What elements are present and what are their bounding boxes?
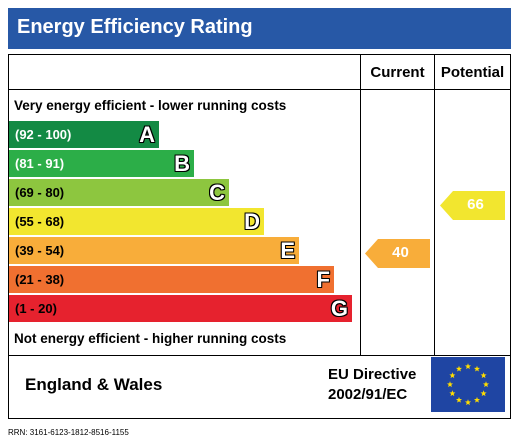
eu-flag-icon [431, 357, 505, 412]
band-letter: C [209, 180, 225, 205]
star-icon [455, 365, 463, 372]
star-icon [480, 390, 487, 397]
header-divider [9, 89, 510, 90]
band-f: (21 - 38) F [9, 266, 334, 293]
current-rating-arrow: 40 [365, 239, 430, 268]
eu-stars [446, 363, 490, 406]
band-range-label: (81 - 91) [15, 156, 65, 171]
band-d: (55 - 68) D [9, 208, 264, 235]
band-range-label: (55 - 68) [15, 214, 65, 229]
header-bar: Energy Efficiency Rating [8, 8, 511, 49]
potential-rating-value: 66 [467, 196, 484, 213]
current-column-header: Current [370, 64, 425, 81]
potential-column-header: Potential [440, 64, 505, 81]
band-letter: F [316, 267, 330, 292]
star-icon [455, 396, 463, 403]
column-divider [434, 55, 435, 355]
band-range-label: (1 - 20) [15, 301, 57, 316]
band-range-label: (39 - 54) [15, 243, 65, 258]
star-icon [473, 396, 481, 403]
star-icon [464, 399, 472, 406]
star-icon [482, 381, 490, 388]
footer-divider [9, 355, 510, 356]
band-e: (39 - 54) E [9, 237, 299, 264]
band-b: (81 - 91) B [9, 150, 194, 177]
eu-directive: EU Directive 2002/91/EC [328, 365, 416, 405]
band-letter: A [139, 122, 155, 147]
band-a: (92 - 100) A [9, 121, 159, 148]
band-c: (69 - 80) C [9, 179, 229, 206]
directive-line-2: 2002/91/EC [328, 386, 408, 403]
star-icon [446, 381, 454, 388]
band-letter: E [280, 238, 295, 263]
potential-rating-arrow: 66 [440, 191, 505, 220]
region-label: England & Wales [25, 375, 163, 394]
band-letter: G [330, 296, 348, 321]
star-icon [449, 390, 456, 397]
arrow-shape [440, 191, 505, 220]
directive-line-1: EU Directive [328, 366, 417, 383]
scale-top-text: Very energy efficient - lower running co… [14, 98, 287, 113]
star-icon [473, 365, 481, 372]
arrow-shape [365, 239, 430, 268]
band-range-label: (69 - 80) [15, 185, 65, 200]
band-range-label: (92 - 100) [15, 127, 72, 142]
star-icon [464, 363, 472, 370]
scale-bottom-text: Not energy efficient - higher running co… [14, 331, 287, 346]
rrn-text: RRN: 3161-6123-1812-8516-1155 [8, 428, 129, 437]
page-title: Energy Efficiency Rating [17, 16, 253, 38]
star-icon [480, 372, 487, 379]
star-icon [449, 372, 456, 379]
band-range-label: (21 - 38) [15, 272, 65, 287]
band-letter: B [174, 151, 190, 176]
band-letter: D [244, 209, 260, 234]
current-rating-value: 40 [392, 244, 409, 261]
rating-table: Current Potential Very energy efficient … [8, 54, 511, 419]
column-divider [360, 55, 361, 355]
band-g: (1 - 20) G [9, 295, 352, 322]
